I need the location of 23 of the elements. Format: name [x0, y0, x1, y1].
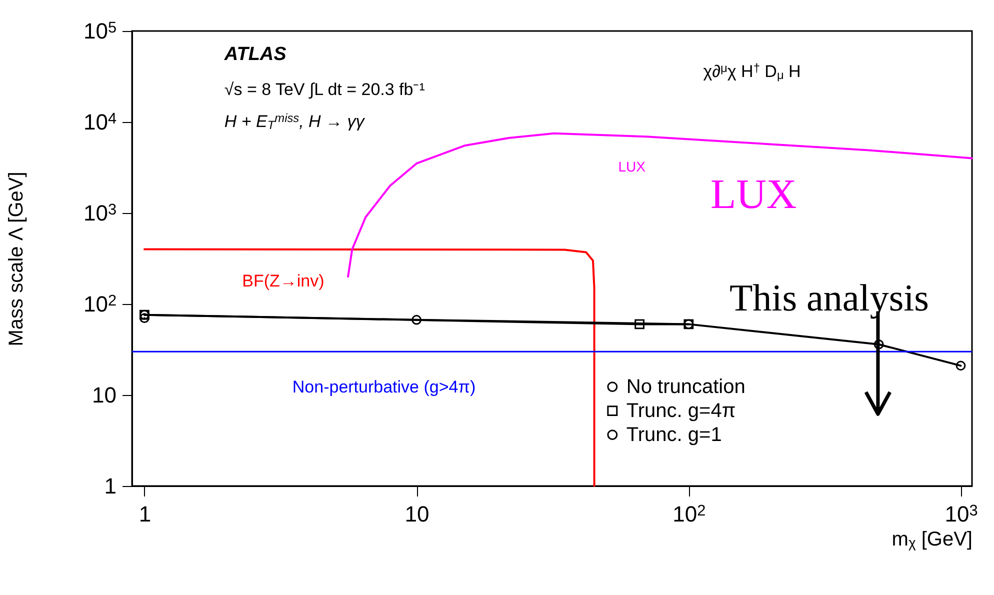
annotation: χ∂$^{μ}$χ H$^{†}$ Dμ H	[703, 61, 801, 82]
x-tick-label: 10$^{2}$	[672, 502, 706, 526]
annotation: BF(Z→inv)	[242, 271, 324, 290]
y-tick-label: 10$^{4}$	[83, 110, 117, 134]
annotation: ATLAS	[223, 44, 287, 65]
annotation: This analysis	[729, 277, 929, 320]
x-tick-label: 10$^{3}$	[944, 502, 978, 526]
y-tick-label: 1	[104, 474, 116, 498]
y-tick-label: 10$^{5}$	[83, 18, 116, 44]
annotation: LUX	[618, 158, 646, 174]
legend-label: No truncation	[626, 376, 746, 398]
x-tick-label: 1	[138, 502, 152, 526]
annotation: √s = 8 TeV ∫L dt = 20.3 fb⁻¹	[224, 80, 426, 100]
y-axis-title: Mass scale Λ [GeV]	[5, 172, 28, 346]
legend-label: Trunc. g=4π	[626, 400, 736, 422]
y-tick-label: 10	[92, 382, 116, 408]
annotation: LUX	[710, 172, 797, 218]
x-axis-title: m$_{χ}$ [GeV]	[892, 528, 972, 551]
ref-line-label: Non-perturbative (g>4π)	[292, 378, 476, 397]
y-tick-label: 10$^{3}$	[83, 200, 116, 226]
y-tick-label: 10$^{2}$	[83, 292, 116, 316]
legend-label: Trunc. g=1	[626, 424, 722, 446]
x-tick-label: 10	[404, 502, 430, 526]
